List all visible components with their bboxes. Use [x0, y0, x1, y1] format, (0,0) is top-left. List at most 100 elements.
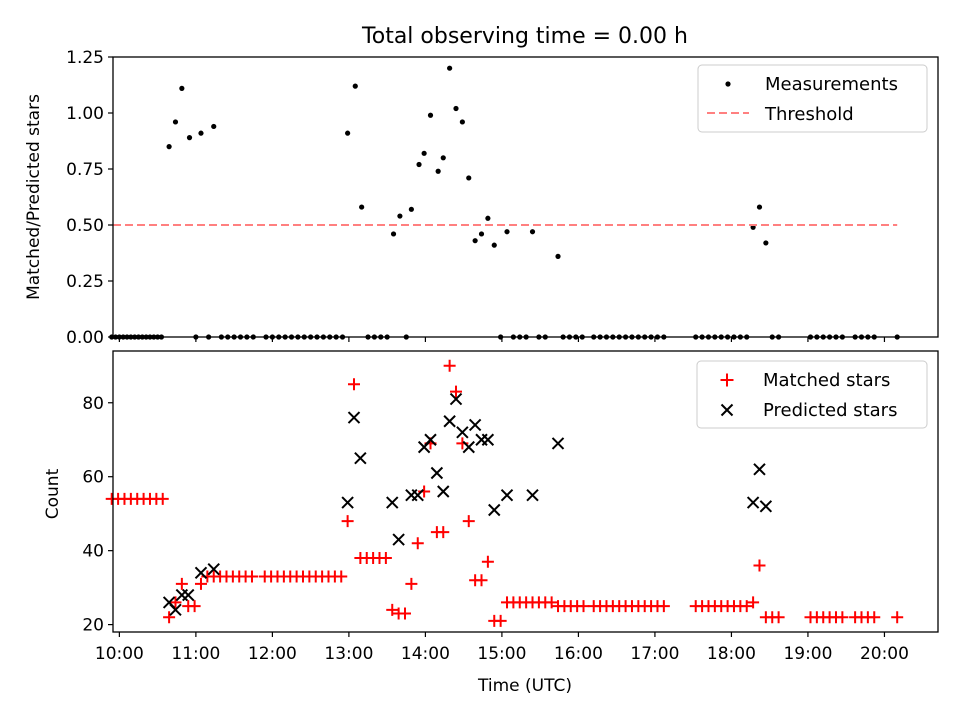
bottom-chart-x-axis-label: Time (UTC): [477, 676, 572, 696]
top-chart-frame: [112, 56, 939, 338]
matched-star-point: [836, 611, 849, 624]
predicted-star-point: [437, 485, 450, 498]
matched-star-point: [245, 570, 258, 583]
predicted-star-point: [468, 418, 482, 432]
measurement-point: [186, 135, 193, 141]
predicted-star-point: [753, 463, 766, 476]
measurement-point: [397, 213, 403, 219]
top-legend-threshold-label: Threshold: [764, 104, 854, 125]
bottom-legend-matched-swatch: [720, 373, 734, 387]
bottom-chart-y-axis-label: Count: [43, 468, 63, 519]
measurement-point: [390, 231, 397, 237]
measurement-point: [416, 161, 422, 168]
measurement-point: [352, 83, 358, 89]
measurement-point: [478, 231, 485, 237]
predicted-star-point: [456, 426, 469, 439]
matched-star-point: [475, 574, 488, 587]
predicted-star-point: [430, 466, 444, 480]
bottom-x-tick-label: 10:00: [95, 644, 144, 664]
measurement-point: [166, 144, 172, 150]
top-chart-axes: 0.00 0.25 0.50 0.75 1.00 1.25: [66, 48, 886, 348]
measurement-point: [211, 123, 217, 130]
predicted-star-point: [481, 433, 495, 446]
measurement-point: [345, 130, 351, 136]
bottom-x-tick-label: 12:00: [248, 644, 297, 664]
bottom-chart-frame: [112, 350, 939, 633]
bottom-x-tick-label: 19:00: [783, 644, 832, 664]
bottom-x-tick-label: 11:00: [171, 644, 220, 664]
measurement-point: [756, 204, 763, 210]
matched-star-point: [163, 611, 176, 624]
predicted-star-point: [182, 588, 195, 602]
measurement-point: [359, 204, 365, 210]
predicted-star-point: [194, 566, 208, 580]
matched-star-point: [386, 603, 399, 616]
bottom-y-tick-label: 40: [82, 542, 104, 562]
bottom-x-tick-label: 15:00: [477, 644, 526, 664]
predicted-star-point: [443, 415, 456, 428]
matched-star-point: [740, 600, 753, 613]
bottom-x-tick-label: 14:00: [401, 644, 450, 664]
matched-star-point: [347, 378, 360, 391]
top-chart: 0.00 0.25 0.50 0.75 1.00 1.25 Matched/Predict…: [24, 48, 939, 348]
measurement-point: [447, 65, 453, 71]
bottom-x-tick-label: 17:00: [630, 644, 679, 664]
top-chart-y-axis-label: Matched/Predicted stars: [24, 94, 44, 300]
measurement-point: [453, 105, 459, 112]
matched-star-point: [437, 526, 450, 539]
matched-star-point: [753, 559, 766, 572]
matched-star-point: [335, 570, 348, 583]
bottom-legend-matched-label: Matched stars: [763, 370, 890, 391]
matched-star-point: [577, 600, 590, 613]
predicted-star-point: [386, 496, 399, 509]
measurement-point: [459, 119, 465, 125]
bottom-x-tick-label: 18:00: [707, 644, 756, 664]
matched-star-point: [156, 492, 169, 505]
top-legend-measurements-label: Measurements: [765, 74, 898, 95]
top-y-tick-label: 0.75: [66, 160, 104, 180]
top-y-tick-label: 0.25: [66, 272, 104, 292]
predicted-star-point: [746, 496, 760, 509]
bottom-y-tick-label: 60: [82, 468, 104, 488]
measurement-point: [427, 112, 434, 118]
predicted-star-point: [411, 488, 424, 502]
bottom-x-tick-label: 13:00: [324, 644, 373, 664]
bottom-legend-box: [696, 360, 928, 429]
measurement-point: [763, 240, 769, 246]
top-legend-box: [697, 64, 928, 133]
predicted-star-point: [488, 503, 501, 517]
measurement-point: [529, 229, 536, 235]
matched-star-point: [379, 552, 392, 565]
predicted-star-point: [424, 433, 437, 446]
bottom-chart-axes: 20 40 60 80 10:00 11:00 12:00 13:00 14:00 15:00 16…: [82, 394, 909, 664]
matched-star-point: [188, 600, 201, 613]
measurement-point: [472, 238, 478, 244]
predicted-star-point: [354, 452, 367, 465]
top-y-tick-label: 1.00: [66, 104, 104, 124]
top-y-tick-label: 0.50: [66, 216, 104, 236]
top-chart-legend: Measurements Threshold: [697, 64, 928, 133]
top-legend-measurements-swatch: [725, 81, 731, 87]
matched-star-point: [494, 614, 507, 627]
matched-star-point: [169, 596, 182, 609]
measurement-point: [440, 155, 446, 161]
measurement-point: [421, 150, 427, 156]
measurement-point: [491, 242, 497, 248]
predicted-star-point: [169, 603, 182, 617]
matched-star-point: [450, 385, 463, 398]
top-y-tick-label: 0.00: [66, 328, 104, 348]
predicted-star-point: [347, 411, 361, 424]
measurement-point: [172, 119, 179, 125]
predicted-star-point: [551, 437, 565, 450]
matched-star-point: [462, 515, 475, 528]
measurement-point: [555, 253, 561, 259]
measurement-point: [179, 85, 185, 91]
matched-star-point: [341, 515, 354, 528]
measurement-point: [485, 215, 491, 221]
matched-star-point: [405, 577, 418, 590]
bottom-x-tick-label: 16:00: [554, 644, 603, 664]
bottom-chart: 20 40 60 80 10:00 11:00 12:00 13:00 14:00 15:00 16…: [43, 350, 939, 696]
predicted-star-point: [341, 496, 354, 509]
matched-star-point: [891, 611, 904, 624]
